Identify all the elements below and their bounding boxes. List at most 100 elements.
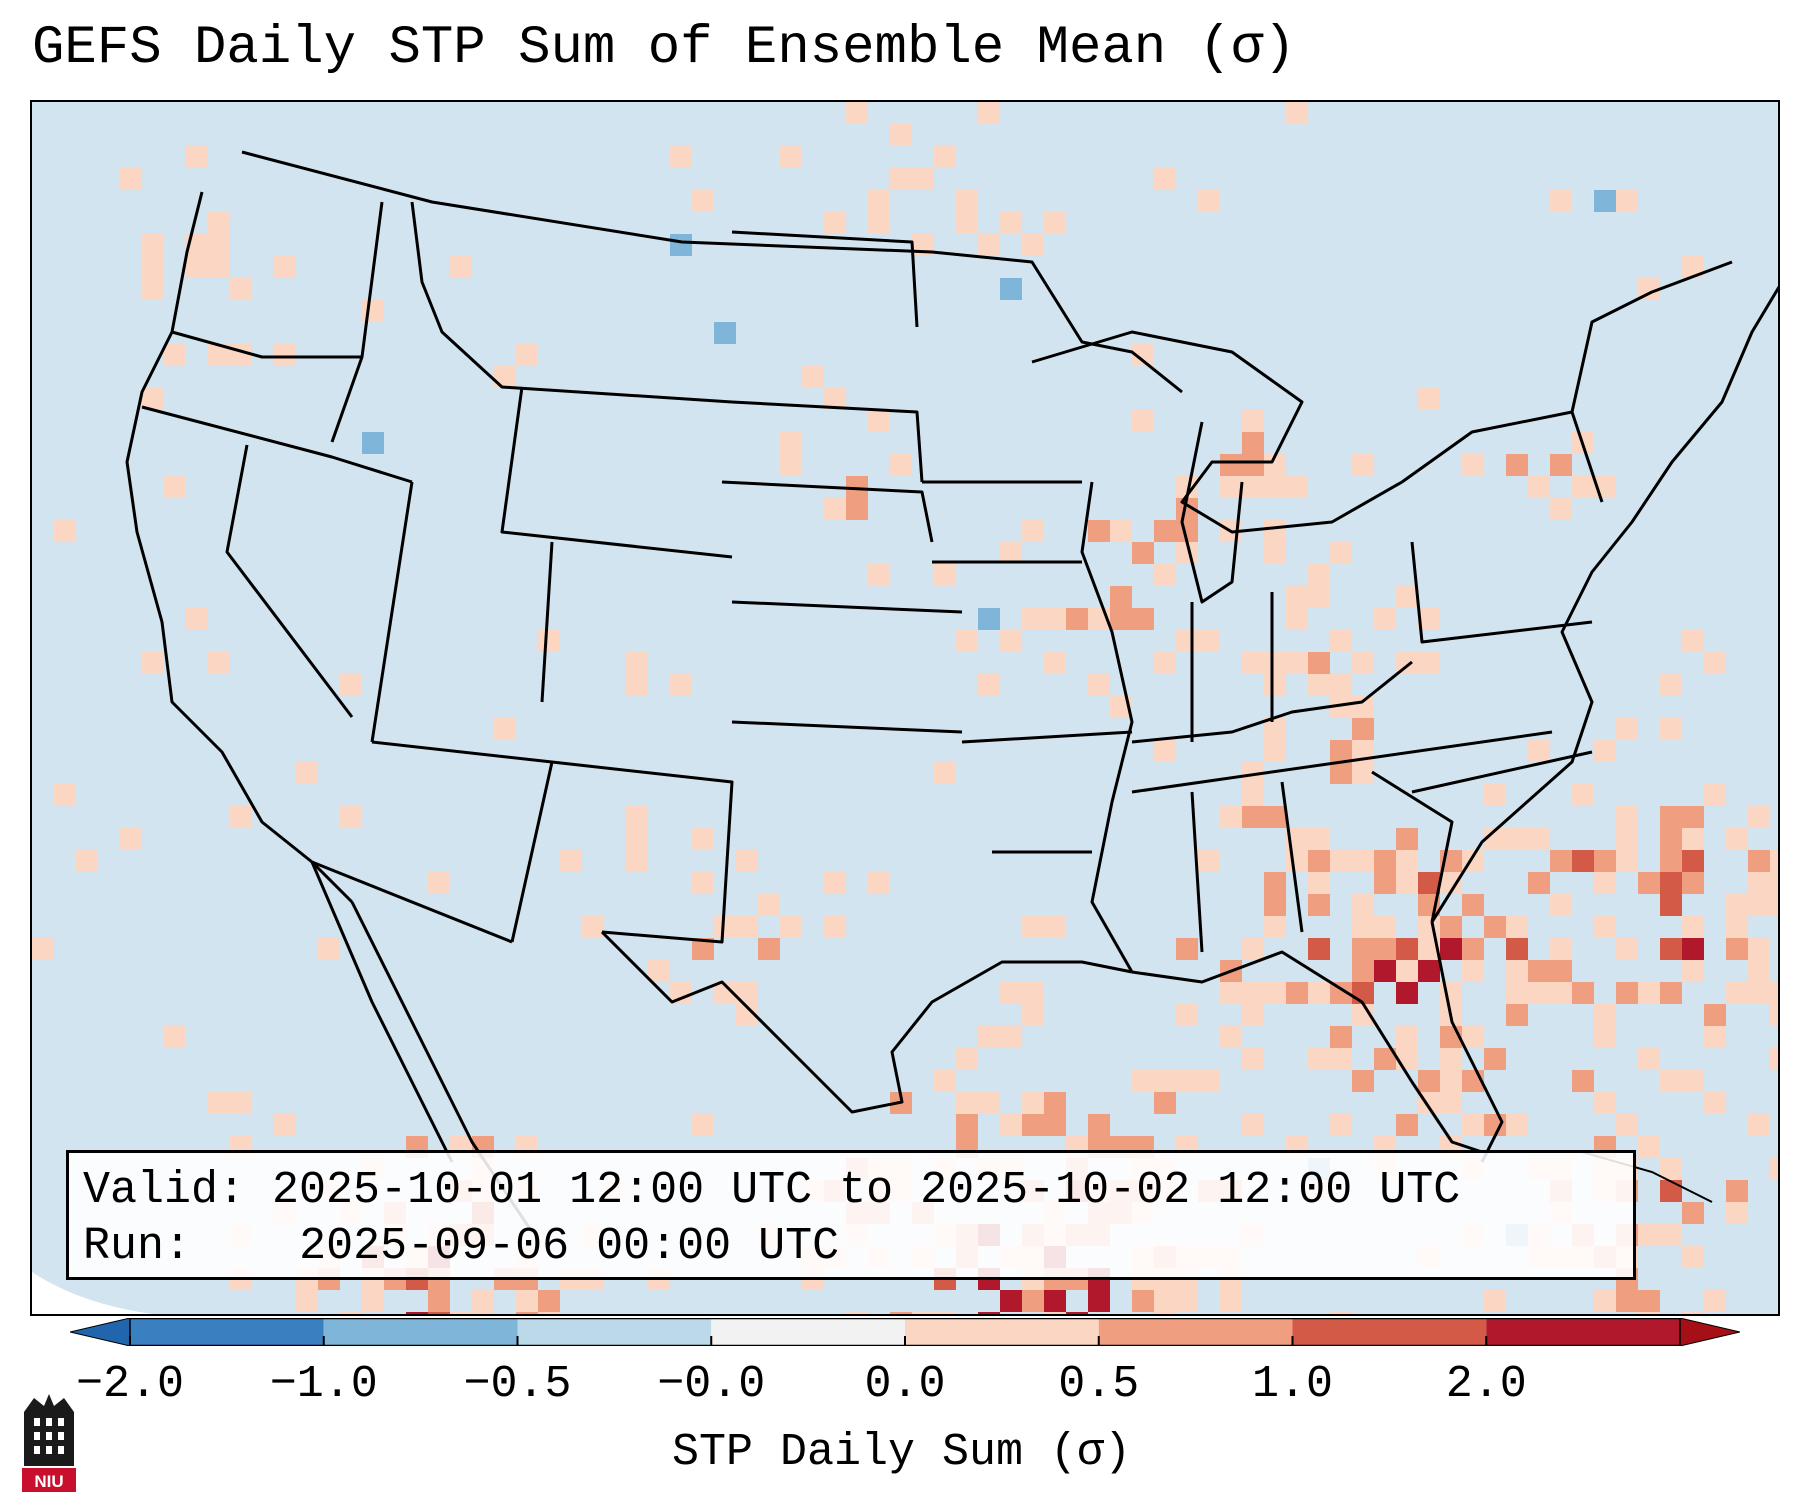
anomaly-cell: [736, 982, 758, 1004]
anomaly-cell: [1682, 1070, 1704, 1092]
anomaly-cell: [230, 806, 252, 828]
anomaly-cell: [956, 212, 978, 234]
colorbar-tick-label: −2.0: [75, 1359, 185, 1410]
anomaly-cell: [1264, 542, 1286, 564]
anomaly-cell: [1264, 916, 1286, 938]
anomaly-cell: [1264, 806, 1286, 828]
anomaly-cell: [1132, 608, 1154, 630]
anomaly-cell: [1726, 828, 1748, 850]
anomaly-cell: [1396, 850, 1418, 872]
anomaly-cell: [1396, 586, 1418, 608]
anomaly-cell: [1748, 1114, 1770, 1136]
anomaly-cell: [450, 1312, 472, 1314]
anomaly-cell: [1352, 740, 1374, 762]
anomaly-cell: [32, 938, 54, 960]
anomaly-cell: [1022, 916, 1044, 938]
anomaly-cell: [1198, 190, 1220, 212]
anomaly-cell: [516, 1290, 538, 1312]
anomaly-cell: [1396, 872, 1418, 894]
anomaly-cell: [1286, 982, 1308, 1004]
anomaly-cell: [1550, 960, 1572, 982]
anomaly-cell: [1660, 1158, 1682, 1180]
anomaly-cell: [1594, 190, 1616, 212]
anomaly-cell: [1726, 982, 1748, 1004]
anomaly-cell: [538, 1312, 560, 1314]
anomaly-cell: [1330, 1312, 1352, 1314]
baja: [310, 861, 454, 1163]
anomaly-cell: [1462, 960, 1484, 982]
ne-ks-border: [721, 480, 934, 543]
anomaly-cell: [142, 388, 164, 410]
anomaly-cell: [1572, 476, 1594, 498]
anomaly-cell: [362, 1290, 384, 1312]
anomaly-cell: [1308, 1048, 1330, 1070]
sd-ne-border: [731, 400, 924, 483]
anomaly-cell: [340, 674, 362, 696]
east-coast: [1430, 285, 1778, 923]
anomaly-cell: [208, 652, 230, 674]
anomaly-cell: [1506, 1004, 1528, 1026]
anomaly-cell: [1154, 1092, 1176, 1114]
run-row: Run: 2025-09-06 00:00 UTC: [83, 1219, 1619, 1275]
anomaly-cell: [1770, 894, 1778, 916]
anomaly-cell: [1176, 1290, 1198, 1312]
anomaly-cell: [1704, 1290, 1726, 1312]
anomaly-cell: [1418, 960, 1440, 982]
anomaly-cell: [1330, 1114, 1352, 1136]
anomaly-cell: [516, 1312, 538, 1314]
anomaly-cell: [1220, 476, 1242, 498]
valid-value: 2025-10-01 12:00 UTC to 2025-10-02 12:00…: [272, 1165, 1461, 1216]
anomaly-cell: [1110, 586, 1132, 608]
anomaly-cell: [1660, 894, 1682, 916]
anomaly-cell: [890, 1312, 912, 1314]
anomaly-cell: [1242, 410, 1264, 432]
anomaly-cell: [1022, 1092, 1044, 1114]
anomaly-cell: [1484, 784, 1506, 806]
anomaly-cell: [978, 1092, 1000, 1114]
anomaly-cell: [1088, 1290, 1110, 1312]
anomaly-cell: [1352, 652, 1374, 674]
anomaly-cell: [1176, 1070, 1198, 1092]
anomaly-cell: [1242, 652, 1264, 674]
anomaly-cell: [1616, 806, 1638, 828]
anomaly-cell: [1330, 696, 1352, 718]
anomaly-cell: [1154, 1290, 1176, 1312]
colorbar-tick-label: −0.5: [463, 1359, 572, 1410]
anomaly-cell: [1528, 476, 1550, 498]
anomaly-cell: [1726, 894, 1748, 916]
anomaly-cell: [1286, 608, 1308, 630]
anomaly-cell: [1616, 718, 1638, 740]
va-nc: [1411, 750, 1593, 794]
anomaly-cell: [1396, 828, 1418, 850]
anomaly-cell: [1308, 850, 1330, 872]
anomaly-cell: [1286, 102, 1308, 124]
anomaly-cell: [1616, 1290, 1638, 1312]
anomaly-cell: [1440, 938, 1462, 960]
co-west: [540, 541, 554, 703]
anomaly-cell: [1308, 652, 1330, 674]
anomaly-cell: [1682, 850, 1704, 872]
anomaly-cell: [1484, 1048, 1506, 1070]
anomaly-cell: [1264, 476, 1286, 498]
anomaly-cell: [164, 476, 186, 498]
anomaly-cell: [1440, 872, 1462, 894]
anomaly-cell: [1638, 1224, 1660, 1246]
colorbar-tick-label: 2.0: [1445, 1359, 1527, 1410]
anomaly-cell: [1088, 520, 1110, 542]
anomaly-cell: [1154, 1312, 1176, 1314]
anomaly-cell: [428, 1312, 450, 1314]
ok-tx-border: [731, 720, 963, 734]
anomaly-cell: [1110, 520, 1132, 542]
anomaly-cell: [1176, 476, 1198, 498]
anomaly-cell: [1110, 608, 1132, 630]
anomaly-cell: [186, 146, 208, 168]
valid-label: Valid:: [83, 1165, 246, 1216]
anomaly-cell: [890, 124, 912, 146]
anomaly-cell: [736, 1004, 758, 1026]
run-label: Run:: [83, 1221, 192, 1272]
anomaly-cell: [1528, 872, 1550, 894]
ks-ok-border: [731, 600, 963, 614]
anomaly-cell: [912, 1312, 934, 1314]
anomaly-cell: [846, 102, 868, 124]
anomaly-cell: [1264, 740, 1286, 762]
